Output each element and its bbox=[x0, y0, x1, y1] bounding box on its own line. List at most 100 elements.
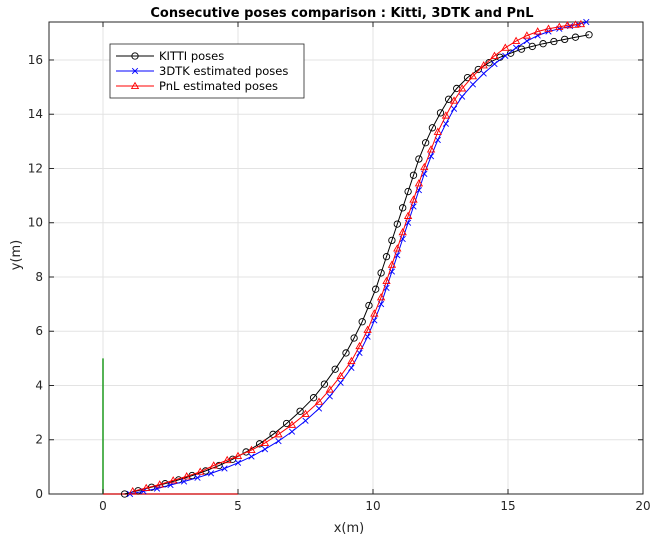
data-point bbox=[442, 120, 450, 127]
legend-label: KITTI poses bbox=[159, 49, 224, 63]
data-point bbox=[450, 105, 458, 112]
x-tick-label: 20 bbox=[635, 499, 650, 513]
y-tick-label: 12 bbox=[28, 161, 43, 175]
data-point bbox=[142, 483, 151, 492]
data-point bbox=[233, 451, 243, 460]
legend-entry: PnL estimated poses bbox=[116, 79, 278, 93]
data-point bbox=[288, 428, 296, 435]
data-point bbox=[436, 109, 445, 117]
y-tick-label: 8 bbox=[35, 270, 43, 284]
x-axis-label: x(m) bbox=[334, 521, 365, 536]
data-point bbox=[274, 430, 283, 438]
data-point bbox=[130, 81, 140, 89]
data-point bbox=[433, 127, 442, 135]
data-point bbox=[523, 37, 531, 45]
data-point bbox=[221, 465, 228, 472]
data-point bbox=[409, 195, 418, 203]
data-point bbox=[441, 111, 451, 119]
data-point bbox=[502, 52, 509, 60]
data-point bbox=[382, 252, 391, 261]
data-point bbox=[209, 461, 218, 469]
data-point bbox=[247, 445, 256, 454]
data-point bbox=[376, 293, 386, 301]
data-point bbox=[336, 371, 345, 379]
data-point bbox=[458, 93, 466, 100]
data-point bbox=[399, 204, 407, 212]
data-point bbox=[348, 364, 355, 371]
data-point bbox=[275, 437, 282, 445]
series-1 bbox=[126, 18, 590, 498]
series-2 bbox=[128, 19, 586, 495]
data-point bbox=[398, 227, 407, 236]
data-point bbox=[131, 67, 139, 75]
data-point bbox=[555, 22, 564, 30]
series-0 bbox=[120, 31, 593, 498]
data-point bbox=[469, 81, 477, 88]
x-tick-label: 5 bbox=[234, 499, 242, 513]
series-line bbox=[132, 23, 581, 492]
data-point bbox=[517, 45, 526, 53]
data-point bbox=[182, 472, 191, 480]
y-tick-label: 6 bbox=[35, 324, 43, 338]
data-point bbox=[155, 480, 164, 488]
data-point bbox=[491, 60, 498, 68]
series-line bbox=[124, 34, 590, 495]
data-point bbox=[576, 19, 586, 28]
data-point bbox=[342, 349, 350, 357]
data-point bbox=[370, 309, 379, 317]
data-point bbox=[131, 52, 139, 60]
data-point bbox=[180, 478, 188, 485]
data-point bbox=[347, 356, 356, 365]
data-point bbox=[420, 162, 429, 171]
data-point bbox=[355, 341, 364, 350]
data-point bbox=[409, 171, 418, 179]
data-point bbox=[583, 18, 590, 26]
data-point bbox=[539, 40, 547, 48]
data-point bbox=[365, 301, 373, 310]
data-point bbox=[490, 51, 499, 59]
data-point bbox=[393, 244, 402, 252]
y-axis-ticks: 0 2 4 6 8 10 12 14 16 bbox=[28, 53, 643, 501]
data-point bbox=[260, 438, 270, 447]
data-point bbox=[242, 448, 250, 456]
data-point bbox=[372, 285, 380, 293]
data-point bbox=[444, 95, 453, 103]
y-tick-label: 2 bbox=[35, 433, 43, 447]
data-point bbox=[248, 453, 255, 460]
data-point bbox=[363, 325, 372, 333]
y-axis-label: y(m) bbox=[9, 240, 24, 271]
data-point bbox=[377, 269, 385, 277]
data-point bbox=[550, 37, 558, 46]
data-point bbox=[223, 455, 232, 464]
data-point bbox=[387, 260, 397, 268]
data-point bbox=[364, 333, 371, 340]
data-point bbox=[479, 61, 488, 69]
data-point bbox=[485, 59, 493, 67]
axis-lines bbox=[102, 358, 238, 495]
data-point bbox=[128, 486, 137, 495]
data-point bbox=[309, 394, 318, 402]
chart-title: Consecutive poses comparison : Kitti, 3D… bbox=[150, 6, 533, 21]
series-layer bbox=[120, 18, 593, 498]
x-tick-label: 0 bbox=[99, 499, 107, 513]
data-point bbox=[302, 417, 309, 424]
data-point bbox=[120, 490, 129, 498]
data-point bbox=[571, 33, 580, 41]
y-tick-label: 0 bbox=[35, 487, 43, 501]
data-point bbox=[301, 409, 310, 417]
x-tick-label: 15 bbox=[500, 499, 515, 513]
data-point bbox=[282, 419, 291, 428]
data-point bbox=[544, 24, 553, 32]
data-point bbox=[512, 44, 520, 51]
data-point bbox=[325, 385, 334, 393]
data-point bbox=[528, 42, 536, 51]
data-point bbox=[571, 20, 580, 28]
y-tick-label: 10 bbox=[28, 216, 43, 230]
data-point bbox=[326, 393, 333, 400]
data-point bbox=[331, 365, 339, 373]
data-point bbox=[296, 407, 304, 415]
data-point bbox=[356, 349, 363, 357]
data-point bbox=[404, 187, 412, 196]
data-point bbox=[426, 145, 436, 153]
